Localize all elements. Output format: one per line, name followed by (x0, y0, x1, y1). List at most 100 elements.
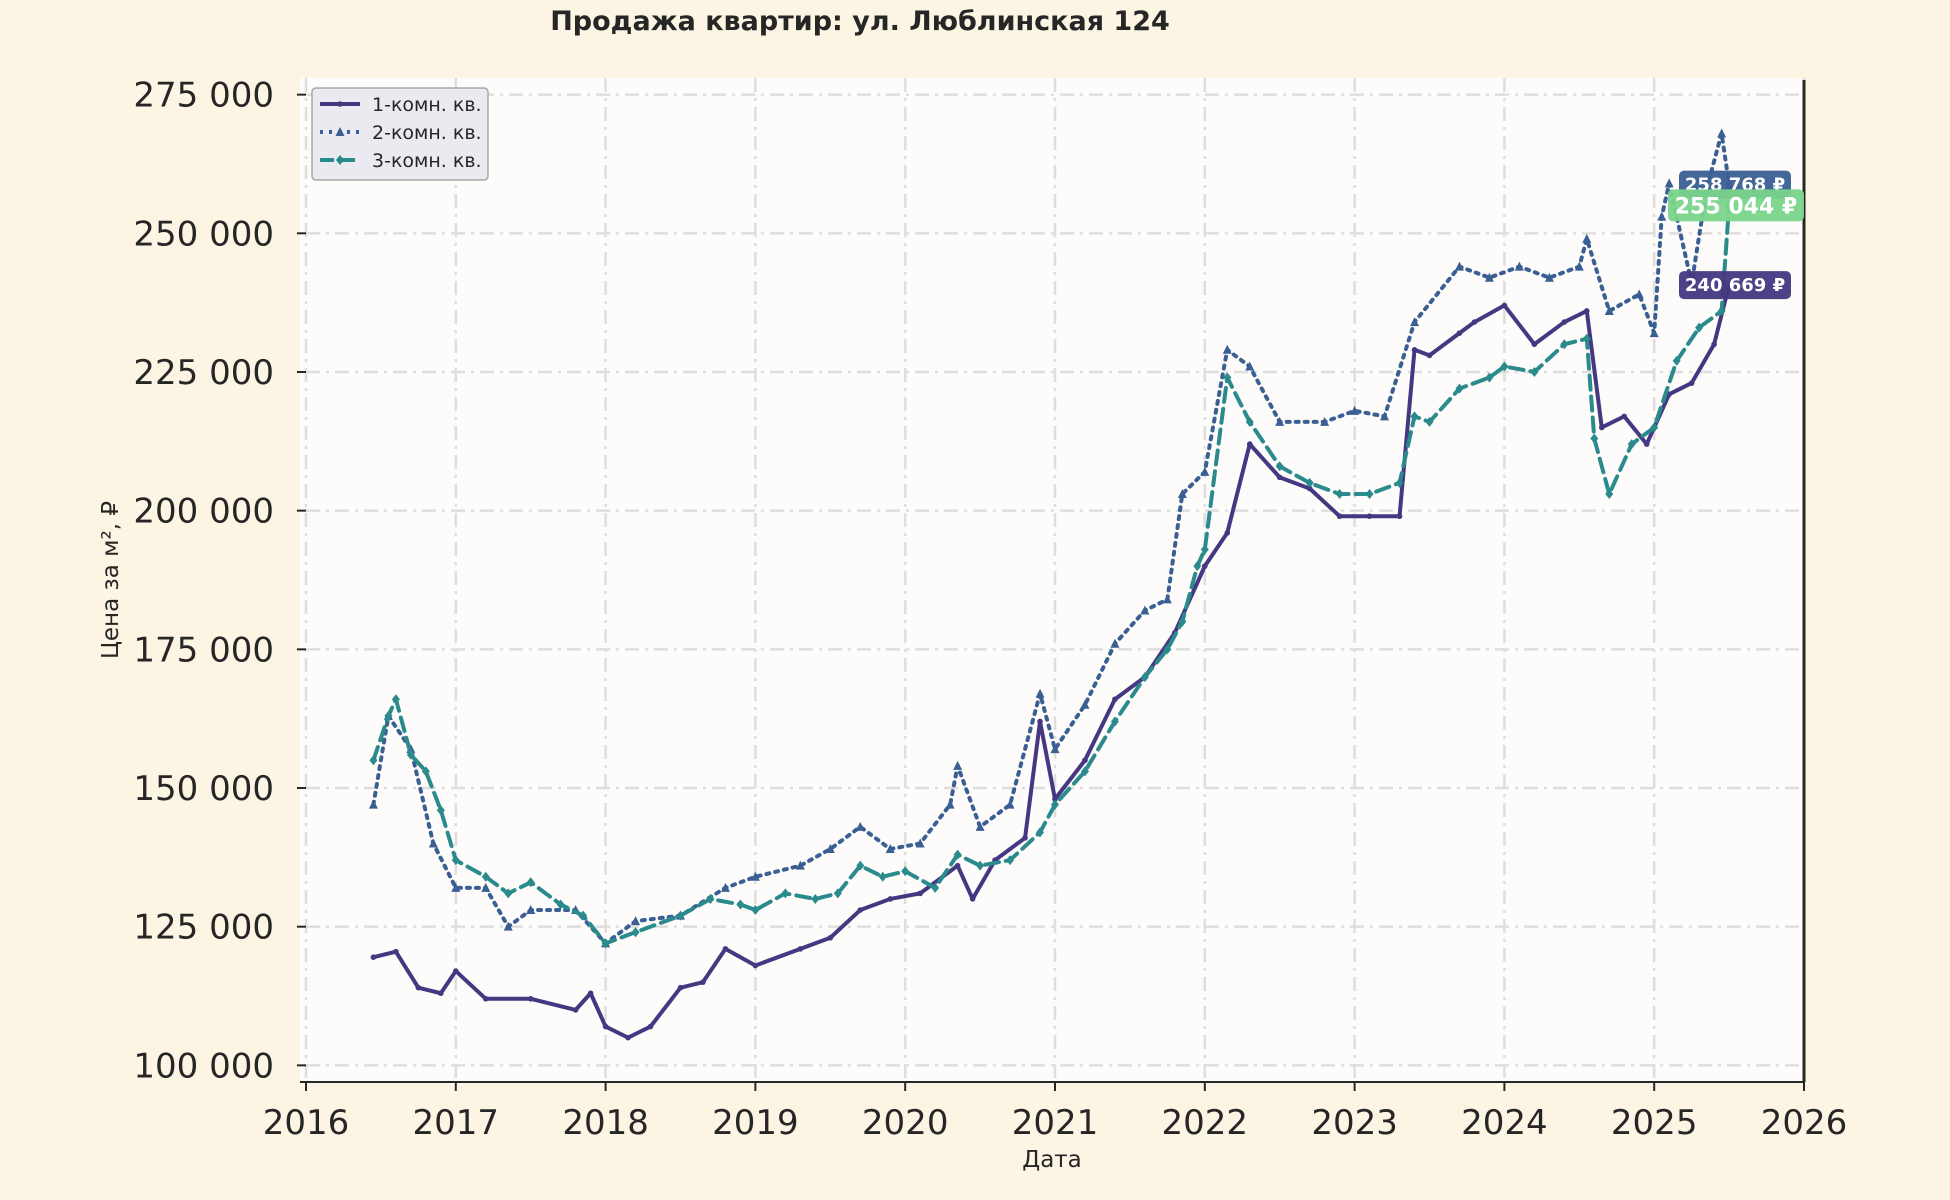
data-point (1223, 372, 1232, 383)
end-label-box (1668, 189, 1804, 222)
x-tick-label: 2017 (413, 1103, 500, 1143)
data-point (1080, 766, 1089, 777)
data-point (1395, 477, 1404, 488)
data-point (1582, 333, 1591, 344)
y-tick-label: 200 000 (133, 492, 274, 532)
data-point (1598, 424, 1605, 431)
x-axis-label: Дата (1022, 1147, 1082, 1173)
data-point (337, 101, 343, 107)
legend-item: 2-комн. кв. (320, 122, 482, 144)
y-tick-labels: 100 000 125 000 150 000 175 000 200 000 225 0… (133, 76, 274, 1087)
data-point (855, 821, 865, 831)
data-point (1306, 485, 1313, 492)
series-lines (368, 128, 1734, 1041)
data-point (1140, 605, 1150, 615)
data-point (1649, 328, 1659, 338)
data-point (1426, 352, 1433, 359)
data-point (1177, 489, 1187, 499)
data-point (526, 905, 536, 915)
x-tick-label: 2018 (562, 1103, 649, 1143)
data-point (587, 990, 594, 997)
data-point (1275, 461, 1284, 472)
y-tick-label: 225 000 (133, 353, 274, 393)
end-label-box (1679, 271, 1791, 300)
data-point (1425, 416, 1434, 427)
data-point (1276, 474, 1283, 481)
chart-title: Продажа квартир: ул. Люблинская 124 (550, 6, 1170, 37)
data-point (1202, 563, 1208, 569)
data-point (700, 979, 706, 985)
data-point (811, 893, 820, 904)
data-point (797, 946, 804, 952)
data-point (527, 995, 534, 1002)
data-point (556, 899, 565, 910)
data-point (602, 1023, 609, 1030)
data-point (1574, 261, 1584, 271)
data-point (336, 155, 344, 165)
data-point (781, 888, 790, 899)
data-point (1366, 513, 1373, 520)
data-point (1672, 355, 1681, 366)
data-point (1336, 513, 1343, 520)
data-point (631, 927, 640, 938)
series-line (371, 283, 1732, 1040)
data-point (976, 860, 985, 871)
data-point (969, 896, 976, 902)
data-point (368, 799, 378, 809)
data-point (1695, 322, 1704, 333)
data-point (1052, 796, 1058, 802)
data-point (1335, 489, 1344, 500)
data-point (1717, 128, 1727, 138)
data-point (481, 882, 491, 892)
data-point (482, 995, 489, 1002)
data-point (825, 844, 835, 854)
legend-label: 3-комн. кв. (372, 150, 482, 172)
data-point (1485, 372, 1494, 383)
data-point (428, 838, 438, 848)
data-point (1456, 330, 1463, 336)
data-point (1246, 441, 1253, 447)
data-point (720, 882, 730, 892)
y-axis-label: Цена за м², ₽ (98, 501, 124, 659)
end-value-label: 240 669 ₽ (1679, 271, 1791, 300)
data-point (931, 882, 940, 893)
end-value-label: 255 044 ₽ (1668, 189, 1804, 222)
x-tick-label: 2025 (1611, 1103, 1698, 1143)
data-point (1514, 261, 1524, 271)
grid (297, 78, 1806, 1091)
data-point (436, 805, 445, 816)
data-point (421, 766, 430, 777)
data-point (1163, 644, 1172, 655)
data-point (887, 896, 894, 902)
y-tick-label: 275 000 (133, 76, 274, 116)
data-point (1621, 413, 1628, 420)
data-point (1688, 380, 1695, 386)
data-point (1500, 361, 1509, 372)
x-tick-labels: 2016 2017 2018 2019 2020 2021 2022 2023 2024 2025… (263, 1103, 1848, 1143)
data-point (1583, 308, 1590, 314)
data-point (1717, 305, 1726, 316)
data-point (1275, 416, 1285, 426)
y-tick-label: 125 000 (133, 908, 274, 948)
data-point (438, 990, 444, 997)
data-point (504, 888, 513, 899)
data-point (406, 749, 415, 760)
data-point (370, 954, 377, 960)
data-point (1222, 344, 1232, 354)
data-point (1162, 594, 1172, 604)
data-point (945, 799, 955, 809)
data-point (1110, 638, 1120, 648)
legend-box (311, 87, 489, 181)
data-point (1224, 530, 1231, 536)
data-point (833, 888, 842, 899)
data-point (1711, 341, 1717, 348)
data-point (1484, 272, 1494, 282)
x-tick-label: 2019 (712, 1103, 799, 1143)
data-point (917, 890, 923, 897)
data-point (625, 1034, 631, 1041)
legend-label: 2-комн. кв. (372, 122, 482, 144)
data-point (453, 968, 459, 974)
data-point (1501, 302, 1508, 309)
x-tick-label: 2020 (862, 1103, 949, 1143)
data-point (1664, 178, 1674, 188)
